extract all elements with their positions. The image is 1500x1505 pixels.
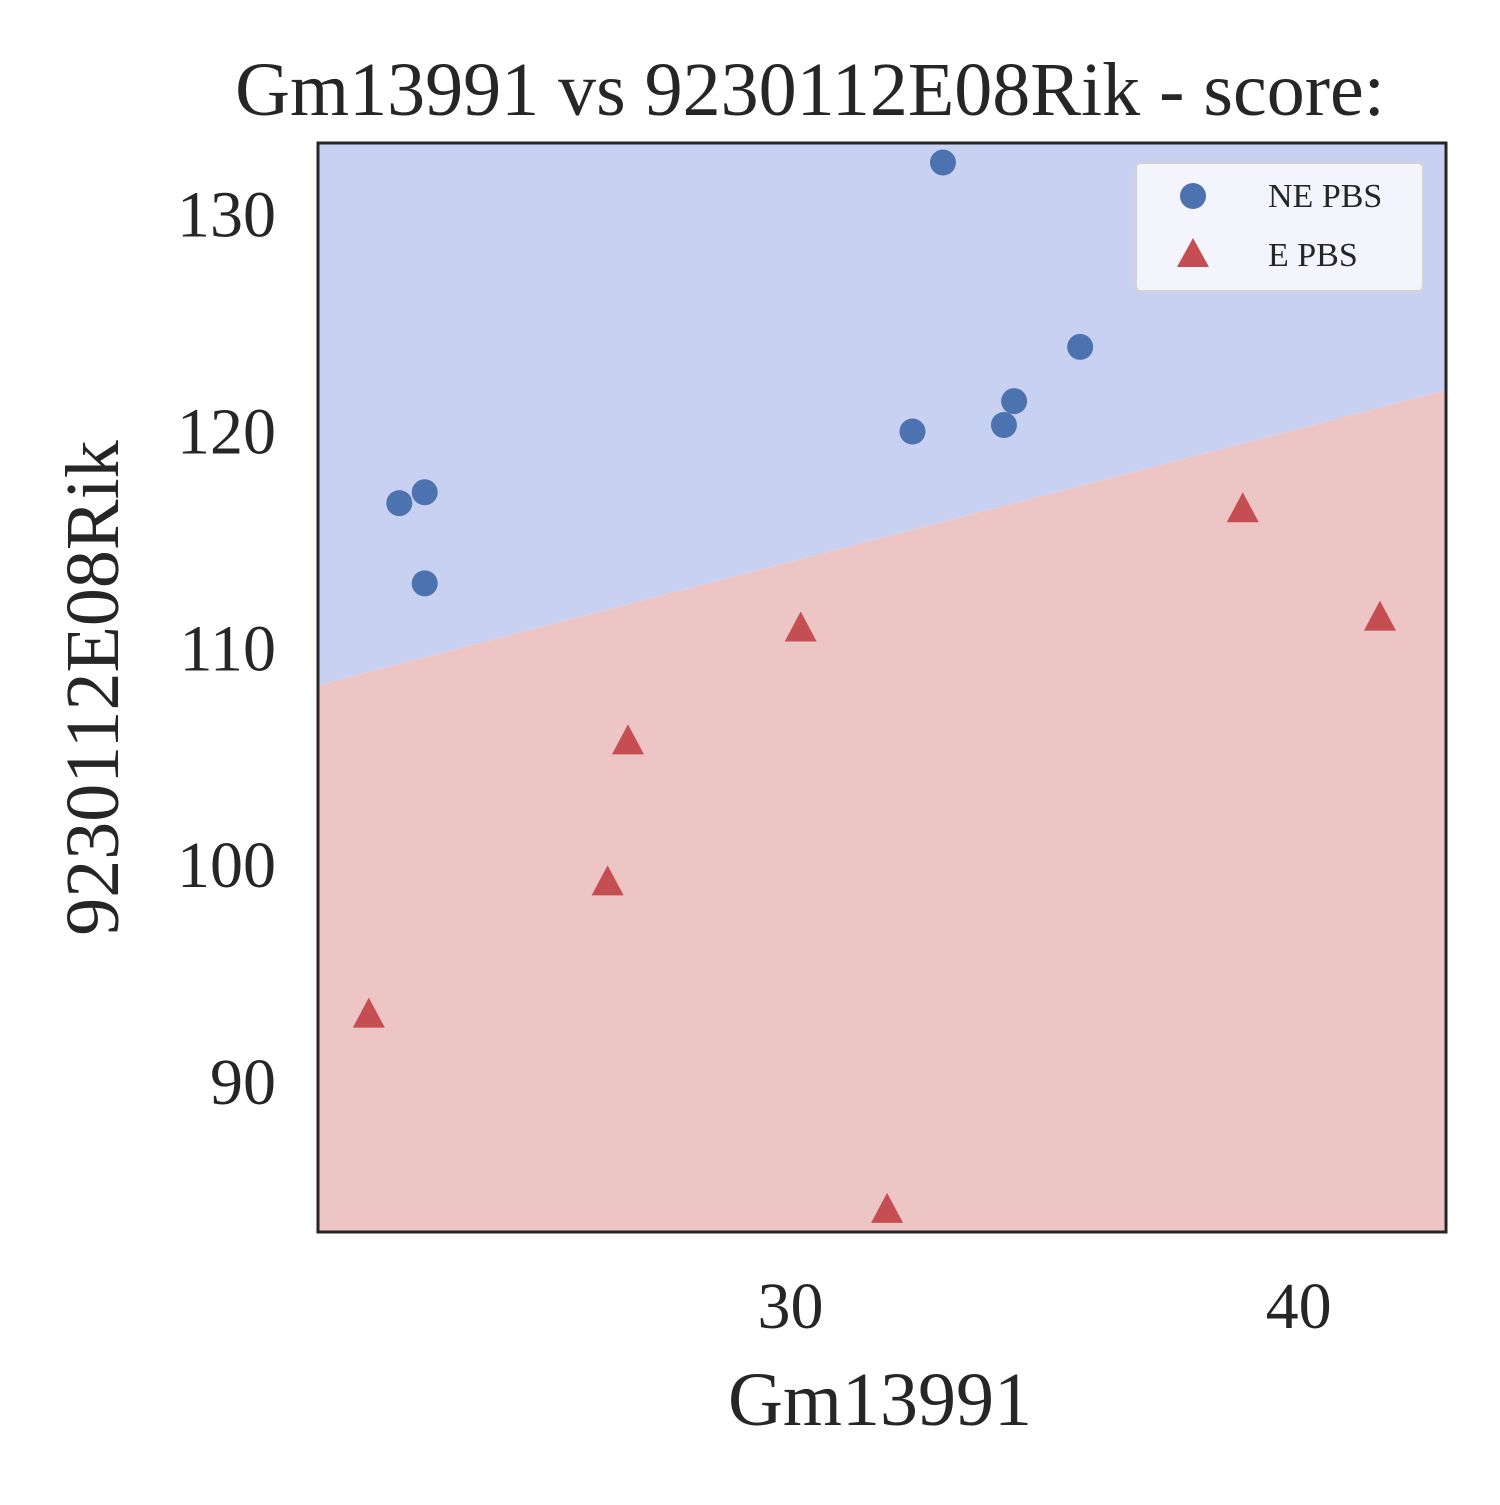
data-point-ne-pbs xyxy=(411,570,438,597)
y-tick-label: 110 xyxy=(179,612,276,685)
y-tick-label: 120 xyxy=(177,395,276,468)
y-tick-label: 130 xyxy=(177,178,276,251)
x-tick-label: 40 xyxy=(1266,1270,1332,1343)
data-point-e-pbs xyxy=(1226,492,1259,523)
data-point-ne-pbs xyxy=(1067,333,1094,360)
x-tick-label: 30 xyxy=(758,1270,824,1343)
chart-title: Gm13991 vs 9230112E08Rik - score: xyxy=(235,48,1385,132)
legend-label: NE PBS xyxy=(1268,178,1382,215)
region-e-pbs xyxy=(318,390,1446,1232)
data-point-e-pbs xyxy=(784,611,817,642)
legend-box xyxy=(1135,162,1424,292)
data-point-ne-pbs xyxy=(1001,388,1028,415)
y-axis-label: 9230112E08Rik xyxy=(51,440,135,935)
y-tick-label: 100 xyxy=(177,829,276,902)
data-point-e-pbs xyxy=(591,865,624,896)
data-point-e-pbs xyxy=(871,1192,904,1223)
data-point-ne-pbs xyxy=(899,418,926,445)
plot-frame xyxy=(316,141,1448,1234)
legend: NE PBS E PBS xyxy=(1135,162,1424,292)
x-axis-label: Gm13991 xyxy=(728,1358,1032,1442)
legend-label: E PBS xyxy=(1268,237,1358,274)
data-point-e-pbs xyxy=(1363,600,1396,631)
data-point-ne-pbs xyxy=(386,490,413,517)
plot-area xyxy=(316,141,1448,1234)
x-axis-ticks: 30 40 xyxy=(758,1270,1332,1343)
data-point-ne-pbs xyxy=(411,479,438,506)
data-point-ne-pbs xyxy=(929,149,956,176)
y-tick-label: 90 xyxy=(210,1046,276,1119)
data-point-e-pbs xyxy=(611,724,644,755)
data-point-ne-pbs xyxy=(990,412,1017,439)
data-point-e-pbs xyxy=(352,997,385,1028)
legend-marker-ne-pbs xyxy=(1180,183,1206,209)
legend-marker-e-pbs xyxy=(1177,238,1209,267)
y-axis-ticks: 90 100 110 120 130 xyxy=(177,178,276,1119)
